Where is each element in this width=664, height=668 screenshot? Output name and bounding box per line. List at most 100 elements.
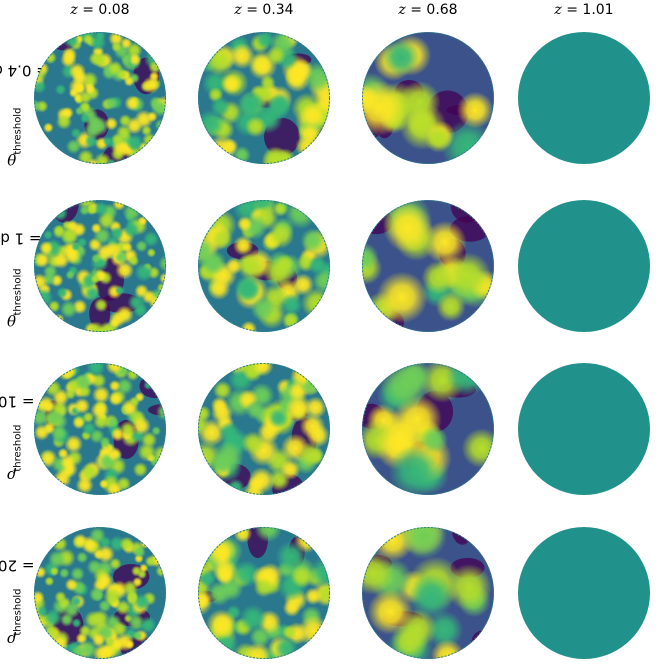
density-blob [42,264,58,280]
density-blob [300,228,326,253]
density-blob [307,255,328,276]
density-blob [63,32,80,49]
density-blob [225,257,243,275]
density-blob [140,431,158,449]
density-blob [150,98,166,118]
density-blob [267,407,289,429]
density-blob [297,441,324,468]
density-blob [232,145,252,164]
density-blob [93,201,109,217]
map-panel-r3-c1 [34,363,166,495]
density-blob [116,68,128,80]
map-panel-r1-c4 [518,32,650,164]
density-blob [245,399,266,421]
density-blob [280,293,303,316]
density-blob [44,379,62,398]
density-blob [72,533,89,550]
map-panel-r4-c4 [518,527,650,659]
column-value: = 0.08 [77,2,130,18]
density-blob [146,247,157,258]
density-blob [86,363,106,377]
density-blob [80,462,99,482]
density-blob [263,257,294,288]
density-blob [444,252,492,299]
column-symbol: z [554,2,562,18]
density-blob [70,127,82,139]
density-blob [34,565,47,579]
density-blob [284,66,311,93]
density-blob [152,444,166,464]
density-blob [88,527,106,544]
density-blob [252,363,274,377]
density-blob [367,588,414,635]
density-blob [131,416,152,436]
density-blob [128,255,140,267]
density-blob [421,260,456,295]
density-blob [250,295,276,322]
density-blob [279,459,301,480]
column-symbol: z [398,2,406,18]
density-blob [81,420,97,437]
density-blob [102,136,113,147]
density-blob [241,431,266,455]
density-blob [218,421,240,443]
density-blob [158,254,166,273]
density-blob [64,388,77,400]
map-panel-r2-c2 [198,200,330,332]
density-blob [119,536,135,552]
density-blob [200,250,227,276]
density-blob [253,577,274,598]
density-blob [115,124,133,141]
density-blob [133,545,146,559]
map-disk [518,363,650,495]
density-blob [34,251,51,269]
density-blob [155,564,166,578]
column-title-3: z = 0.68 [358,2,498,18]
column-title-1: z = 0.08 [30,2,170,18]
density-blob [70,566,85,582]
density-blob [275,148,296,164]
density-blob [132,461,149,478]
void-region [451,527,474,545]
density-blob [59,454,76,471]
density-blob [108,391,123,407]
density-blob [96,544,115,564]
column-symbol: z [234,2,242,18]
column-symbol: z [70,2,78,18]
density-blob [123,75,135,87]
density-blob [456,91,494,129]
density-blob [59,612,75,627]
density-blob [115,377,134,396]
density-blob [199,570,217,588]
density-blob [106,158,117,164]
density-blob [397,363,432,393]
density-blob [198,412,210,437]
density-blob [77,149,95,164]
density-blob [211,227,234,250]
column-title-4: z = 1.01 [514,2,654,18]
density-blob [93,297,109,313]
density-blob [244,115,267,138]
density-blob [132,630,144,642]
density-blob [34,64,48,84]
density-blob [93,152,112,164]
density-blob [54,83,67,96]
map-edge [198,527,330,659]
density-blob [86,157,100,164]
density-blob [383,202,434,253]
density-blob [78,624,92,638]
density-blob [96,572,114,590]
density-blob [139,616,157,634]
map-panel-r4-c2 [198,527,330,659]
density-blob [233,235,254,256]
map-edge [362,363,494,495]
density-blob [272,200,289,217]
density-blob [38,240,54,256]
density-blob [91,385,111,405]
density-blob [120,53,133,66]
density-blob [362,243,379,272]
map-panel-r2-c1 [34,200,166,332]
density-blob [362,551,395,595]
density-blob [133,303,148,318]
